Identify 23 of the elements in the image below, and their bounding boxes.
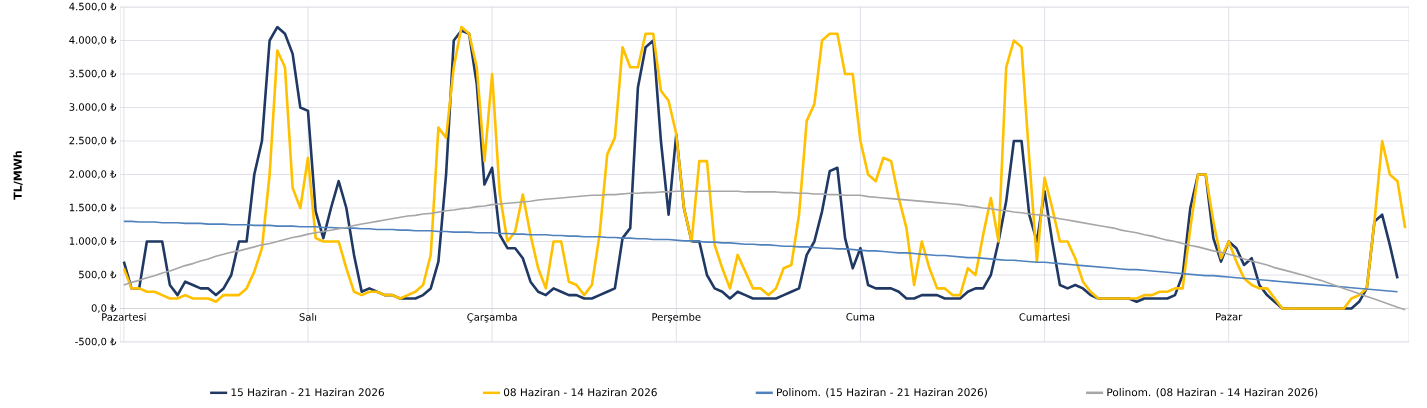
x-tick-label: Çarşamba <box>467 313 517 323</box>
y-tick-label: 2.500,0 ₺ <box>69 136 117 146</box>
y-tick-label: 1.000,0 ₺ <box>69 237 117 246</box>
legend-label: 08 Haziran - 14 Haziran 2026 <box>503 388 657 397</box>
y-tick-label: 500,0 ₺ <box>79 270 117 280</box>
y-axis-title: TL/MWh <box>13 151 23 200</box>
x-tick-label: Cuma <box>846 313 875 321</box>
legend-label: Polinom. (15 Haziran - 21 Haziran 2026) <box>777 388 987 398</box>
y-tick-label: 2.000,0 ₺ <box>69 170 117 179</box>
x-tick-label: Salı <box>299 313 317 321</box>
y-tick-label: 0,0 ₺ <box>91 304 117 313</box>
y-tick-label: 3.000,0 ₺ <box>69 103 117 112</box>
x-tick-label: Pazartesi <box>102 313 146 321</box>
x-tick-label: Pazar <box>1216 313 1243 321</box>
x-tick-label: Cumartesi <box>1019 313 1070 321</box>
y-tick-label: 1.500,0 ₺ <box>69 203 117 213</box>
legend-label: 15 Haziran - 21 Haziran 2026 <box>231 388 384 397</box>
x-tick-label: Perşembe <box>652 313 701 323</box>
y-tick-label: 3.500,0 ₺ <box>69 69 117 79</box>
y-tick-label: 4.500,0 ₺ <box>69 2 117 12</box>
y-tick-label: 4.000,0 ₺ <box>69 36 117 45</box>
y-tick-label: -500,0 ₺ <box>75 337 117 347</box>
legend-label: Polinom. (08 Haziran - 14 Haziran 2026) <box>1107 388 1318 398</box>
